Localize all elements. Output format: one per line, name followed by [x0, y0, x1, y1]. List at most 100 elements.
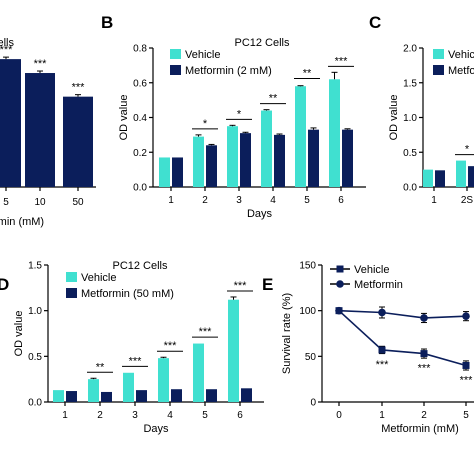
y-tick-label: 0.4: [133, 113, 147, 124]
data-point-square: [420, 350, 428, 358]
x-tick-label: 4: [270, 195, 276, 206]
x-axis-label: Days: [143, 423, 169, 435]
panel-letter-c: C: [369, 13, 381, 32]
bar-vehicle: [228, 299, 239, 402]
significance-label: ***: [376, 359, 390, 371]
bar-metformin: [240, 133, 251, 187]
y-tick-label: 0.5: [403, 148, 417, 159]
x-tick-label: 1: [168, 195, 174, 206]
y-tick-label: 50: [305, 352, 317, 363]
series-line-vehicle: [338, 310, 467, 367]
bar-metformin: [342, 129, 353, 187]
panel-a-title: ells: [0, 37, 14, 49]
y-axis-label: Survival rate (%): [281, 293, 293, 374]
x-tick-label: 2: [421, 410, 427, 421]
significance-label: **: [269, 93, 278, 105]
bar-metformin: [66, 391, 77, 402]
bar-metformin: [206, 389, 217, 402]
data-point-circle: [378, 308, 386, 317]
panel-letter-e: E: [262, 275, 273, 294]
bar-metformin: [136, 390, 147, 402]
x-tick-label: 6: [237, 410, 243, 421]
bar-vehicle: [123, 372, 134, 402]
bar-vehicle: [193, 343, 204, 402]
legend-label-0: Vehicle: [81, 272, 116, 284]
significance-label: ***: [460, 374, 474, 386]
y-tick-label: 0.2: [133, 148, 147, 159]
panel-letter-b: B: [101, 13, 113, 32]
significance-label: ***: [418, 363, 432, 375]
x-tick-label: 5: [202, 410, 208, 421]
bar-vehicle: [159, 157, 170, 187]
significance-label: ***: [0, 44, 13, 56]
legend-label-0: Vehicle: [185, 49, 220, 61]
x-tick-label: 5: [3, 197, 9, 208]
legend-label-vehicle: Vehicle: [354, 264, 389, 276]
significance-label: **: [96, 361, 105, 373]
legend-swatch-1: [66, 288, 77, 298]
x-tick-label: 1: [431, 195, 437, 206]
bar-vehicle: [423, 169, 433, 187]
legend-label-1: Metformin (50 mM): [81, 288, 174, 300]
bar-metfor: [468, 166, 474, 187]
legend-label-1: Metfor: [448, 65, 474, 77]
x-tick-label: 1: [379, 410, 385, 421]
legend-swatch-0: [170, 49, 181, 59]
y-tick-label: 0.5: [28, 352, 42, 363]
x-tick-label: 4: [167, 410, 173, 421]
x-tick-label: 0: [336, 410, 342, 421]
significance-label: *: [203, 118, 208, 130]
y-tick-label: 0.0: [133, 183, 147, 194]
bar-metformin: [241, 388, 252, 402]
legend-label-0: Vehicle: [448, 49, 474, 61]
y-tick-label: 100: [299, 306, 316, 317]
bar-metformin: [172, 157, 183, 187]
significance-label: ***: [164, 340, 178, 352]
data-point-circle: [335, 306, 343, 315]
bar-metformin: [101, 391, 112, 402]
panel-letter-d: D: [0, 275, 9, 294]
legend-marker-square: [336, 265, 344, 273]
x-tick-label: 5: [463, 410, 469, 421]
legend-swatch-1: [433, 65, 444, 75]
x-tick-label: 2: [97, 410, 103, 421]
panel-d-title: PC12 Cells: [112, 260, 168, 272]
bar-vehicle: [193, 136, 204, 187]
y-tick-label: 0.6: [133, 78, 147, 89]
bar-vehicle: [158, 358, 169, 402]
x-tick-label: 3: [132, 410, 138, 421]
x-tick-label: 2S: [461, 195, 474, 206]
x-tick-label: 3: [236, 195, 242, 206]
data-point-square: [378, 346, 386, 354]
y-tick-label: 1.5: [28, 261, 42, 272]
significance-label: *: [465, 144, 470, 156]
data-point-circle: [462, 312, 470, 320]
bar-metformin: [0, 59, 21, 188]
significance-label: ***: [335, 55, 349, 67]
legend-label-1: Metformin (2 mM): [185, 65, 272, 77]
significance-label: ***: [129, 355, 143, 367]
panel-b-title: PC12 Cells: [234, 37, 290, 49]
x-tick-label: 6: [338, 195, 344, 206]
data-point-circle: [420, 314, 428, 322]
bar-metformin: [63, 96, 93, 187]
bar-metformin: [274, 134, 285, 187]
y-axis-label: OD value: [388, 95, 400, 141]
x-tick-label: 2: [202, 195, 208, 206]
y-tick-label: 1.0: [403, 113, 417, 124]
bar-vehicle: [88, 379, 99, 402]
bar-vehicle: [261, 110, 272, 187]
y-axis-label: OD value: [13, 311, 25, 357]
y-tick-label: 1.5: [403, 78, 417, 89]
bar-vehicle: [295, 86, 306, 187]
x-tick-label: 10: [34, 197, 46, 208]
y-tick-label: 0.8: [133, 44, 147, 55]
bar-vehicle: [53, 390, 64, 402]
bar-metformin: [171, 389, 182, 402]
legend-swatch-1: [170, 65, 181, 75]
legend-label-metformin: Metformin: [354, 279, 403, 291]
legend-swatch-0: [433, 49, 444, 59]
y-tick-label: 2.0: [403, 44, 417, 55]
